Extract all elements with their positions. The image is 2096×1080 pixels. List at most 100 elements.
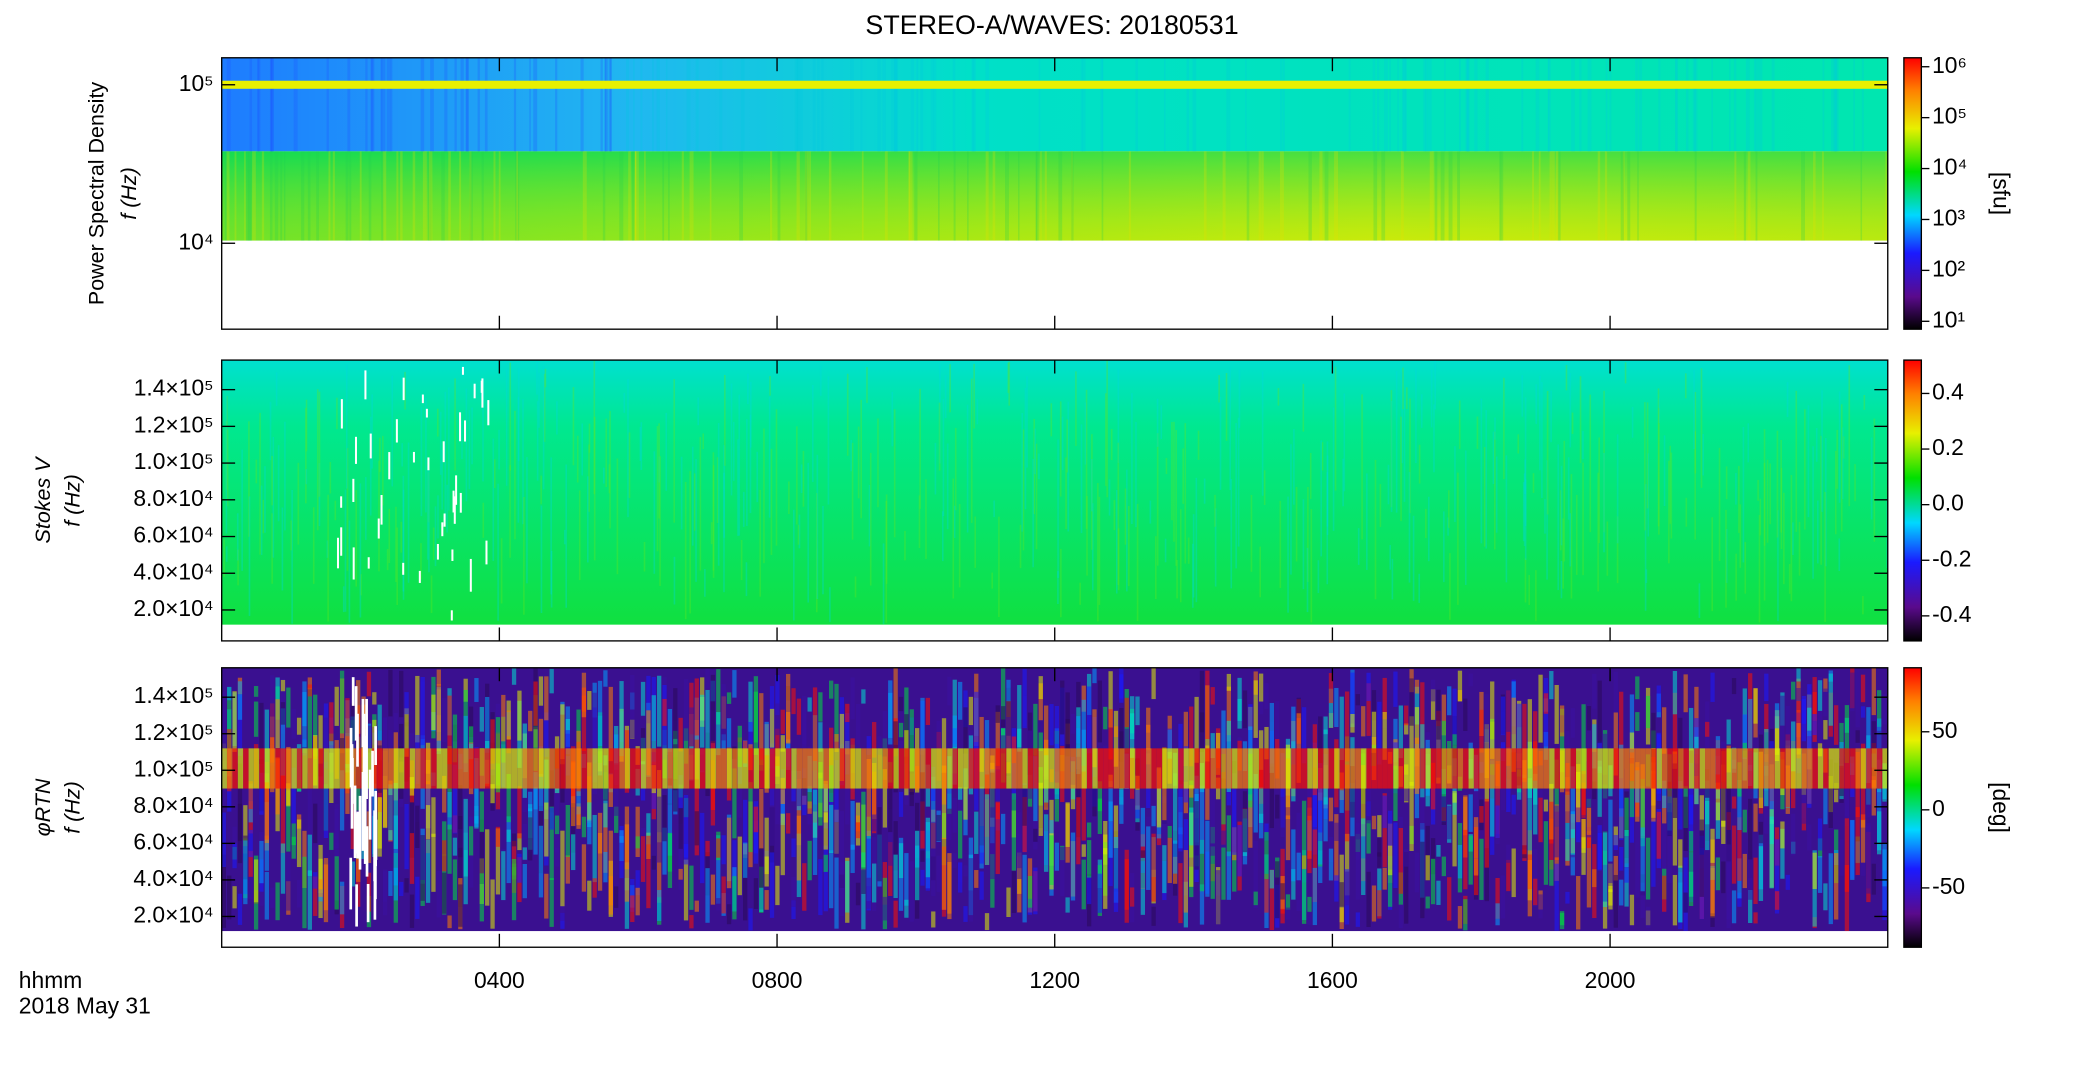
heat-streak	[1742, 426, 1745, 563]
heat-streak	[1663, 435, 1666, 507]
heat-streak	[1076, 716, 1081, 775]
heat-streak	[587, 819, 592, 845]
x-tick-label: 1600	[1307, 967, 1358, 993]
heat-streak	[697, 397, 700, 426]
heat-streak	[662, 795, 667, 842]
heat-streak	[1049, 704, 1054, 746]
heat-streak	[1516, 785, 1522, 800]
heat-band	[1065, 748, 1071, 789]
heat-band	[1463, 748, 1469, 789]
heat-streak	[400, 521, 403, 553]
heat-band	[1269, 748, 1276, 789]
heat-streak	[1598, 437, 1600, 544]
heat-streak	[1092, 709, 1097, 768]
heat-streak	[1022, 668, 1027, 729]
heat-band	[963, 748, 969, 789]
heat-band	[1785, 748, 1792, 789]
heat-streak	[1059, 401, 1062, 497]
heat-streak	[894, 57, 898, 152]
heat-streak	[1753, 857, 1758, 904]
heat-streak	[1067, 401, 1070, 532]
heat-streak	[1081, 844, 1086, 857]
heat-streak	[822, 505, 824, 595]
heat-streak	[533, 786, 538, 855]
heat-streak	[1877, 690, 1882, 727]
heat-streak	[284, 421, 286, 531]
heat-gap	[366, 883, 370, 923]
heat-band	[1119, 748, 1125, 789]
heat-gap	[340, 496, 343, 508]
heat-streak	[1743, 151, 1747, 241]
heat-streak	[898, 843, 904, 879]
heat-streak	[1683, 796, 1688, 851]
heat-gap	[461, 366, 464, 375]
heat-streak	[628, 151, 631, 241]
heat-streak	[1425, 508, 1427, 538]
heat-streak	[1395, 371, 1398, 513]
heat-streak	[829, 804, 834, 854]
heat-streak	[680, 456, 683, 530]
heat-band	[1387, 748, 1394, 789]
heat-streak	[609, 410, 611, 529]
heat-streak	[248, 421, 250, 537]
heat-streak	[1269, 869, 1275, 889]
heat-streak	[1404, 849, 1409, 867]
heat-streak	[791, 876, 796, 907]
heat-streak	[1694, 151, 1697, 241]
y-tick-label: 1.0×10⁵	[134, 755, 214, 781]
heat-streak	[1086, 495, 1088, 576]
heat-streak	[1684, 373, 1687, 399]
heat-band	[415, 748, 421, 789]
heat-band	[1613, 748, 1620, 789]
heat-streak	[796, 779, 802, 846]
heat-band	[1371, 748, 1378, 789]
heat-streak	[1334, 687, 1339, 728]
heat-streak	[511, 668, 517, 685]
heat-streak	[316, 389, 319, 531]
heat-streak	[1280, 908, 1285, 924]
heat-streak	[990, 854, 995, 908]
heat-streak	[1579, 376, 1582, 464]
heat-streak	[318, 715, 323, 764]
heat-streak	[1688, 831, 1694, 907]
heat-streak	[313, 872, 318, 889]
heat-streak	[1658, 408, 1660, 535]
heat-streak	[1635, 712, 1640, 731]
y-tick-label: 2.0×10⁴	[133, 595, 213, 621]
heat-streak	[1326, 441, 1329, 527]
heat-streak	[640, 728, 646, 762]
heat-streak	[1763, 429, 1766, 546]
heat-streak	[1459, 57, 1461, 152]
heat-streak	[1549, 859, 1554, 886]
heat-streak	[466, 57, 469, 152]
heat-streak	[667, 708, 673, 779]
heat-streak	[1492, 431, 1495, 484]
heat-streak	[1366, 871, 1371, 928]
heat-gap	[459, 492, 462, 513]
heat-streak	[1834, 705, 1839, 745]
heat-band	[866, 748, 872, 789]
heat-streak	[1135, 421, 1137, 528]
heat-streak	[1151, 805, 1156, 827]
heat-band	[442, 748, 448, 789]
heat-streak	[565, 855, 570, 884]
y-tick-label: 4.0×10⁴	[133, 865, 213, 891]
heat-streak	[749, 381, 752, 448]
heat-streak	[1163, 57, 1166, 152]
heat-streak	[1091, 434, 1093, 550]
heat-band	[1038, 748, 1044, 789]
heat-band	[1135, 748, 1141, 789]
heat-band	[221, 151, 1888, 241]
heat-streak	[528, 811, 533, 861]
heat-streak	[437, 495, 439, 539]
heat-streak	[1387, 845, 1393, 876]
heat-band	[1533, 748, 1539, 789]
heat-streak	[1444, 57, 1446, 152]
colorbar-tick-label: 10³	[1932, 205, 1965, 231]
heat-streak	[990, 772, 995, 818]
heat-streak	[1699, 819, 1704, 897]
heat-streak	[938, 402, 941, 471]
heat-streak	[769, 768, 775, 846]
heat-streak	[1296, 852, 1301, 881]
heat-streak	[1483, 447, 1486, 547]
